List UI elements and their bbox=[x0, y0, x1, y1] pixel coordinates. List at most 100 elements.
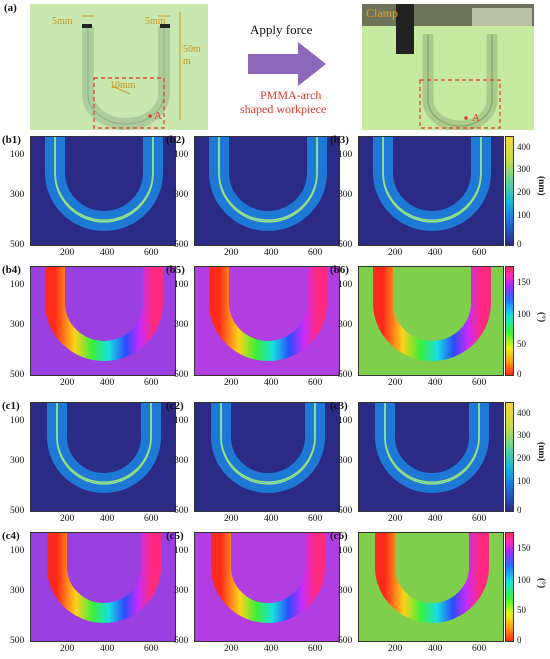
map-panel bbox=[30, 532, 176, 642]
cb-c6-unit: (°) bbox=[536, 578, 546, 589]
map-panel bbox=[358, 532, 504, 642]
y-tick-label: 300 bbox=[338, 456, 353, 466]
cb-c-tick-200: 200 bbox=[517, 453, 531, 463]
workpiece-title-1: PMMA-arch bbox=[260, 88, 322, 102]
cb-b6-tick-0: 0 bbox=[517, 369, 522, 379]
map-panel bbox=[194, 266, 340, 376]
x-tick-label: 400 bbox=[100, 378, 115, 388]
dim-height-2: m bbox=[183, 56, 191, 67]
panel-label: (c4) bbox=[2, 530, 20, 542]
panel-a-label: (a) bbox=[4, 2, 17, 14]
x-tick-label: 600 bbox=[472, 644, 487, 654]
x-tick-label: 600 bbox=[144, 248, 159, 258]
cb-c-tick-100: 100 bbox=[517, 476, 531, 486]
x-tick-label: 400 bbox=[100, 514, 115, 524]
cb-c6-tick-150: 150 bbox=[517, 543, 531, 553]
x-tick-label: 400 bbox=[428, 378, 443, 388]
x-tick-label: 600 bbox=[308, 514, 323, 524]
x-tick-label: 600 bbox=[144, 378, 159, 388]
y-tick-label: 100 bbox=[174, 546, 189, 556]
cb-c-tick-300: 300 bbox=[517, 430, 531, 440]
y-tick-label: 300 bbox=[10, 320, 25, 330]
x-tick-label: 600 bbox=[144, 644, 159, 654]
map-panel bbox=[194, 532, 340, 642]
cb-b6-tick-150: 150 bbox=[517, 277, 531, 287]
y-tick-label: 100 bbox=[10, 546, 25, 556]
x-tick-label: 600 bbox=[472, 248, 487, 258]
specimen-photo-after: Clamp A bbox=[362, 4, 534, 130]
x-tick-label: 400 bbox=[264, 378, 279, 388]
panel-label: (b2) bbox=[166, 134, 185, 146]
colorbar-retardance-b bbox=[505, 136, 514, 246]
right-arrow-icon bbox=[248, 42, 326, 86]
y-tick-label: 500 bbox=[338, 370, 353, 380]
map-panel bbox=[30, 402, 176, 512]
cb-b6-tick-50: 50 bbox=[517, 339, 526, 349]
y-tick-label: 500 bbox=[338, 506, 353, 516]
x-tick-label: 200 bbox=[60, 514, 75, 524]
y-tick-label: 300 bbox=[338, 586, 353, 596]
y-tick-label: 300 bbox=[174, 586, 189, 596]
y-tick-label: 500 bbox=[10, 240, 25, 250]
x-tick-label: 200 bbox=[388, 514, 403, 524]
point-a-before: A bbox=[154, 110, 162, 122]
map-panel bbox=[30, 266, 176, 376]
field-map-svg bbox=[359, 533, 503, 641]
y-tick-label: 500 bbox=[174, 240, 189, 250]
panel-label: (b5) bbox=[166, 264, 185, 276]
dim-right-width: 5mm bbox=[145, 16, 166, 27]
cb-b-tick-400: 400 bbox=[517, 142, 531, 152]
x-tick-label: 400 bbox=[100, 644, 115, 654]
x-tick-label: 200 bbox=[388, 248, 403, 258]
y-tick-label: 100 bbox=[10, 416, 25, 426]
cb-c6-tick-50: 50 bbox=[517, 605, 526, 615]
y-tick-label: 300 bbox=[338, 190, 353, 200]
y-tick-label: 500 bbox=[338, 240, 353, 250]
x-tick-label: 200 bbox=[224, 644, 239, 654]
map-panel bbox=[358, 402, 504, 512]
y-tick-label: 300 bbox=[174, 456, 189, 466]
y-tick-label: 100 bbox=[174, 150, 189, 160]
x-tick-label: 600 bbox=[308, 248, 323, 258]
cb-b-unit: (nm) bbox=[536, 176, 546, 196]
field-map-svg bbox=[31, 533, 175, 641]
cb-c6-tick-0: 0 bbox=[517, 635, 522, 645]
y-tick-label: 500 bbox=[10, 370, 25, 380]
x-tick-label: 200 bbox=[224, 378, 239, 388]
x-tick-label: 600 bbox=[472, 378, 487, 388]
dim-height-1: 50m bbox=[183, 44, 201, 55]
field-map-svg bbox=[31, 137, 175, 245]
x-tick-label: 600 bbox=[308, 378, 323, 388]
x-tick-label: 400 bbox=[100, 248, 115, 258]
cb-c-tick-400: 400 bbox=[517, 408, 531, 418]
field-map-svg bbox=[359, 137, 503, 245]
x-tick-label: 400 bbox=[428, 514, 443, 524]
panel-label: (c6) bbox=[330, 530, 348, 542]
panel-label: (c3) bbox=[330, 400, 348, 412]
cb-c-unit: (nm) bbox=[536, 442, 546, 462]
y-tick-label: 300 bbox=[10, 586, 25, 596]
y-tick-label: 500 bbox=[338, 636, 353, 646]
x-tick-label: 400 bbox=[428, 644, 443, 654]
y-tick-label: 300 bbox=[174, 320, 189, 330]
y-tick-label: 100 bbox=[10, 150, 25, 160]
colorbar-angle-b bbox=[505, 266, 514, 376]
field-map-svg bbox=[31, 403, 175, 511]
x-tick-label: 200 bbox=[60, 248, 75, 258]
y-tick-label: 300 bbox=[338, 320, 353, 330]
cb-b-tick-200: 200 bbox=[517, 187, 531, 197]
arrow-caption: Apply force bbox=[250, 22, 313, 37]
cb-b-tick-300: 300 bbox=[517, 164, 531, 174]
x-tick-label: 400 bbox=[264, 514, 279, 524]
workpiece-title-2: shaped workpiece bbox=[240, 102, 327, 116]
y-tick-label: 300 bbox=[174, 190, 189, 200]
x-tick-label: 200 bbox=[224, 248, 239, 258]
field-map-svg bbox=[195, 533, 339, 641]
map-panel bbox=[194, 136, 340, 246]
panel-label: (c5) bbox=[166, 530, 184, 542]
map-panel bbox=[358, 136, 504, 246]
y-tick-label: 100 bbox=[338, 280, 353, 290]
cb-b6-unit: (°) bbox=[536, 312, 546, 323]
cb-b6-tick-100: 100 bbox=[517, 309, 531, 319]
specimen-photo-before: 5mm 5mm 50m m 10mm A bbox=[30, 4, 208, 130]
